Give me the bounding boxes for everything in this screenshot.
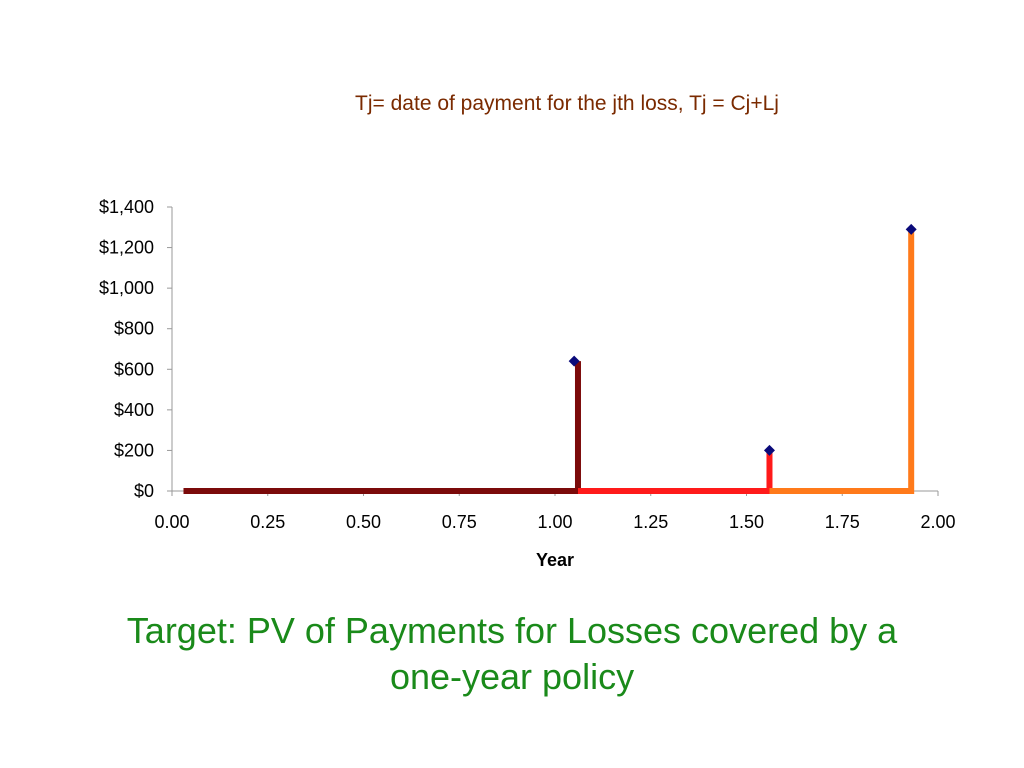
x-tick-label: 0.50: [346, 512, 381, 532]
series-line-2: [578, 450, 770, 491]
x-tick-label: 1.25: [633, 512, 668, 532]
x-tick-label: 1.50: [729, 512, 764, 532]
x-tick-label: 1.75: [825, 512, 860, 532]
slide-title-line-1: Target: PV of Payments for Losses covere…: [0, 608, 1024, 654]
y-tick-label: $400: [114, 400, 154, 420]
payment-chart: $0 $200 $400 $600 $800 $1,000 $1,200 $1,400 0.0…: [0, 0, 1024, 600]
y-tick-label: $0: [134, 481, 154, 501]
x-tick-label: 1.00: [537, 512, 572, 532]
slide-title-line-2: one-year policy: [0, 654, 1024, 700]
series-layer: [183, 229, 911, 491]
marker-layer: [569, 224, 917, 456]
y-tick-label: $800: [114, 319, 154, 339]
slide-title: Target: PV of Payments for Losses covere…: [0, 608, 1024, 700]
series-line-1: [183, 361, 577, 491]
y-tick-label: $200: [114, 440, 154, 460]
x-axis-title: Year: [536, 550, 574, 570]
x-tick-label: 0.00: [154, 512, 189, 532]
x-tick-label: 0.25: [250, 512, 285, 532]
y-tick-label: $1,200: [99, 238, 154, 258]
y-tick-label: $1,000: [99, 278, 154, 298]
y-axis: $0 $200 $400 $600 $800 $1,000 $1,200 $1,400: [99, 197, 172, 501]
payment-marker-3: [906, 224, 917, 235]
series-line-3: [769, 229, 911, 491]
x-tick-label: 0.75: [442, 512, 477, 532]
x-axis: 0.00 0.25 0.50 0.75 1.00 1.25 1.50 1.75 2.00: [154, 491, 955, 532]
x-tick-label: 2.00: [920, 512, 955, 532]
y-tick-label: $1,400: [99, 197, 154, 217]
payment-marker-2: [764, 445, 775, 456]
y-tick-label: $600: [114, 359, 154, 379]
